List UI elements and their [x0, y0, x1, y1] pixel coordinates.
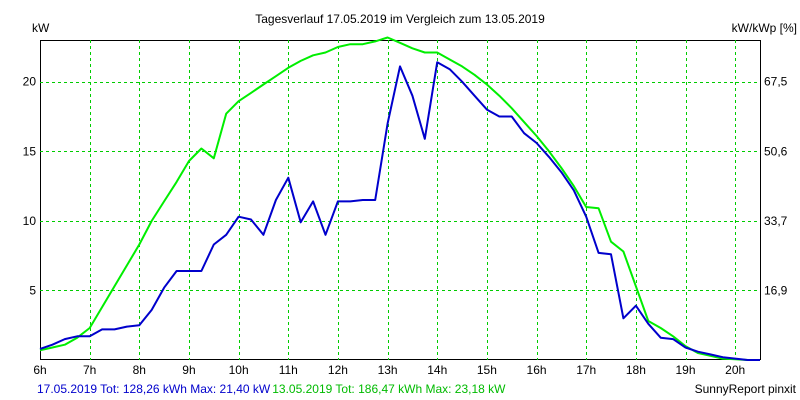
- y-tick-label-left: 5: [29, 283, 36, 297]
- y-tick-label-left: 10: [23, 214, 37, 228]
- chart-title: Tagesverlauf 17.05.2019 im Vergleich zum…: [255, 12, 545, 26]
- series-line-17-05-2019: [39, 61, 760, 361]
- legend-entry-17-05-2019: 17.05.2019 Tot: 128,26 kWh Max: 21,40 kW: [37, 382, 271, 396]
- y-axis-right-label: kW/kWp [%]: [732, 21, 797, 35]
- y-tick-label-left: 15: [23, 144, 37, 158]
- series-group: [39, 36, 760, 361]
- credit-text: SunnyReport pinxit: [695, 382, 797, 396]
- x-tick-label: 17h: [576, 363, 596, 377]
- x-tick-label: 10h: [229, 363, 249, 377]
- y-tick-label-right: 67,5: [764, 75, 788, 89]
- y-tick-label-right: 16,9: [764, 283, 788, 297]
- legend-entry-13-05-2019: 13.05.2019 Tot: 186,47 kWh Max: 23,18 kW: [272, 382, 506, 396]
- y-axis-right-ticks: 16,9 33,7 50,6 67,5: [764, 75, 788, 298]
- x-tick-label: 15h: [477, 363, 497, 377]
- x-tick-label: 12h: [328, 363, 348, 377]
- x-tick-label: 6h: [33, 363, 46, 377]
- x-tick-label: 20h: [725, 363, 745, 377]
- x-tick-label: 18h: [626, 363, 646, 377]
- x-tick-label: 19h: [676, 363, 696, 377]
- x-axis-ticks: 6h 7h 8h 9h 10h 11h 12h 13h 14h 15h 16h 17h 18h 19h 20…: [33, 363, 745, 377]
- x-tick-label: 16h: [527, 363, 547, 377]
- y-axis-left-label: kW: [32, 21, 50, 35]
- legend: 17.05.2019 Tot: 128,26 kWh Max: 21,40 kW…: [37, 382, 506, 396]
- y-axis-left-ticks: 5 10 15 20: [23, 75, 37, 298]
- x-tick-label: 9h: [182, 363, 195, 377]
- x-tick-label: 11h: [279, 363, 298, 377]
- y-tick-label-left: 20: [23, 75, 37, 89]
- y-tick-label-right: 50,6: [764, 144, 788, 158]
- y-tick-label-right: 33,7: [764, 214, 788, 228]
- x-tick-label: 7h: [83, 363, 96, 377]
- grid: [40, 40, 760, 360]
- x-tick-label: 14h: [427, 363, 447, 377]
- plot-area: [40, 40, 761, 360]
- x-tick-label: 13h: [378, 363, 398, 377]
- series-line-13-05-2019: [39, 36, 760, 361]
- x-tick-label: 8h: [133, 363, 146, 377]
